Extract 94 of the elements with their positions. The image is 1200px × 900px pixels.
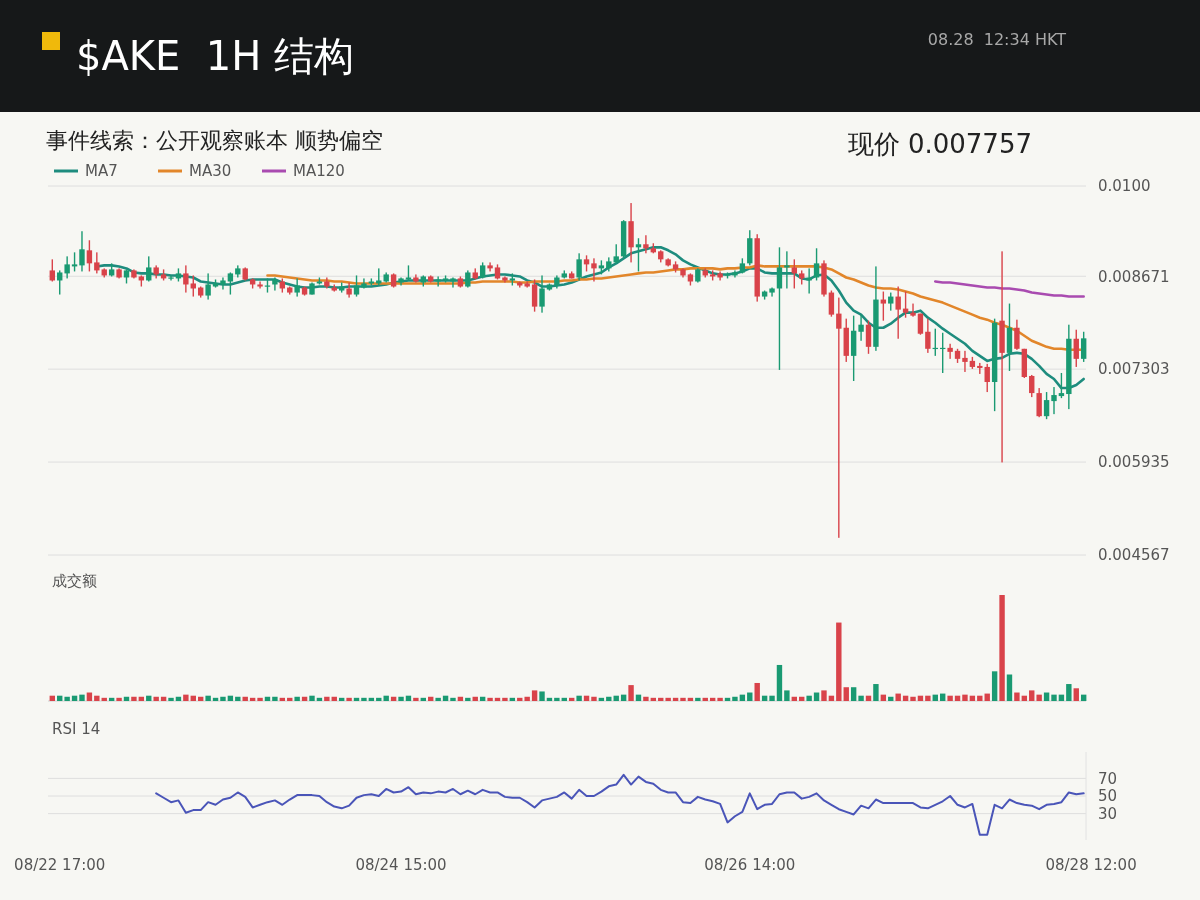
bar — [895, 693, 901, 701]
y-tick-label: 70 — [1098, 769, 1118, 788]
bar — [64, 696, 70, 701]
bar — [235, 696, 241, 701]
bar — [487, 697, 493, 701]
bar — [220, 696, 226, 701]
legend-label: MA7 — [85, 162, 118, 181]
candlestick — [524, 281, 530, 288]
bar — [606, 696, 612, 701]
bar — [502, 697, 508, 701]
bar — [1006, 674, 1013, 701]
bar — [836, 622, 842, 701]
bar — [539, 691, 545, 701]
chart-title: RSI 14 — [52, 720, 101, 738]
bar — [398, 696, 404, 701]
bar — [843, 687, 849, 701]
y-tick-label: 0.007303 — [1098, 360, 1170, 379]
bar — [131, 696, 137, 701]
bar — [821, 690, 827, 701]
y-tick-label: 0.008671 — [1098, 267, 1170, 286]
bar — [784, 690, 790, 701]
bar — [554, 697, 560, 701]
candlestick — [769, 287, 775, 297]
bar — [309, 695, 315, 701]
bar — [1014, 692, 1020, 701]
bar — [94, 695, 100, 701]
x-tick-label: 08/24 15:00 — [355, 856, 447, 874]
x-tick-label: 08/28 12:00 — [1045, 856, 1137, 874]
line-series — [155, 773, 1085, 836]
bar — [858, 695, 864, 701]
bar — [910, 696, 916, 701]
bar — [272, 696, 278, 701]
bar — [769, 695, 775, 701]
y-tick-label: 0.005935 — [1098, 453, 1170, 472]
bar — [576, 695, 582, 701]
bar — [1029, 690, 1035, 701]
bar — [665, 697, 671, 701]
y-tick-label: 0.004567 — [1098, 546, 1170, 565]
bar — [776, 664, 783, 701]
bar — [465, 697, 471, 701]
bar — [205, 695, 211, 701]
y-tick-label: 30 — [1098, 804, 1118, 823]
candlestick — [361, 278, 367, 289]
candlestick — [168, 275, 174, 281]
legend-label: MA120 — [293, 162, 345, 181]
bar — [153, 696, 159, 701]
line-series — [933, 280, 1085, 298]
bar — [732, 696, 738, 701]
chart-title: $AKE 1H 结构 — [76, 33, 354, 79]
bar — [999, 595, 1005, 701]
bar — [1073, 688, 1079, 701]
legend-label: MA30 — [189, 162, 232, 181]
bar — [925, 695, 931, 701]
bar — [1036, 694, 1042, 701]
bar — [695, 697, 701, 701]
bar — [850, 687, 857, 701]
candlestick — [257, 281, 263, 289]
bar — [450, 697, 456, 701]
chart-title: 成交额 — [52, 572, 97, 590]
bar — [346, 697, 352, 701]
chart-subtitle: 事件线索：公开观察账本 顺势偏空 — [46, 128, 383, 153]
bar — [1066, 684, 1072, 701]
bar — [628, 685, 634, 701]
bar — [1051, 694, 1057, 701]
bar — [413, 697, 419, 701]
bar — [531, 690, 538, 701]
bar — [680, 697, 686, 701]
x-tick-label: 08/26 14:00 — [704, 856, 796, 874]
bar — [524, 696, 530, 701]
bar — [183, 694, 189, 701]
bar — [962, 694, 968, 701]
bar — [435, 697, 441, 701]
text: 现价 0.007757 — [847, 129, 1032, 159]
bar — [168, 697, 174, 701]
bar — [643, 696, 649, 701]
bar — [116, 697, 122, 701]
y-tick-label: 0.0100 — [1098, 177, 1151, 196]
bar — [361, 697, 367, 701]
x-tick-label: 08/22 17:00 — [14, 856, 106, 874]
bar — [79, 694, 85, 701]
bar — [754, 682, 760, 701]
bar — [257, 697, 263, 701]
bar — [977, 695, 983, 701]
bar — [717, 697, 723, 701]
bar — [294, 696, 300, 701]
candlestick — [398, 277, 404, 286]
bar — [324, 696, 330, 701]
y-tick-label: 50 — [1098, 787, 1118, 806]
text: 08.28 12:34 HKT — [927, 30, 1067, 49]
bar — [591, 696, 597, 701]
bar — [947, 695, 953, 701]
bar — [991, 671, 998, 701]
bar — [873, 684, 879, 701]
bar — [806, 695, 812, 701]
